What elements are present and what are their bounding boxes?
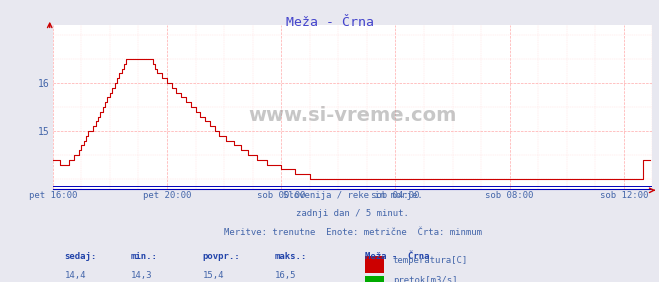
Text: sedaj:: sedaj: — [65, 252, 97, 261]
Text: Meža - Črna: Meža - Črna — [285, 16, 374, 28]
Text: 15,4: 15,4 — [203, 271, 224, 280]
Text: Meža -  Črna: Meža - Črna — [364, 252, 429, 261]
Text: Slovenija / reke in morje.: Slovenija / reke in morje. — [283, 191, 422, 200]
Text: min.:: min.: — [130, 252, 158, 261]
Text: 16,5: 16,5 — [275, 271, 296, 280]
Text: www.si-vreme.com: www.si-vreme.com — [248, 106, 457, 125]
Text: temperatura[C]: temperatura[C] — [393, 256, 468, 265]
Text: maks.:: maks.: — [275, 252, 307, 261]
FancyBboxPatch shape — [364, 256, 384, 273]
Text: 14,3: 14,3 — [130, 271, 152, 280]
Text: 14,4: 14,4 — [65, 271, 86, 280]
Text: zadnji dan / 5 minut.: zadnji dan / 5 minut. — [296, 209, 409, 218]
Text: pretok[m3/s]: pretok[m3/s] — [393, 276, 457, 282]
FancyBboxPatch shape — [364, 276, 384, 282]
Text: povpr.:: povpr.: — [203, 252, 241, 261]
Text: Meritve: trenutne  Enote: metrične  Črta: minmum: Meritve: trenutne Enote: metrične Črta: … — [223, 228, 482, 237]
